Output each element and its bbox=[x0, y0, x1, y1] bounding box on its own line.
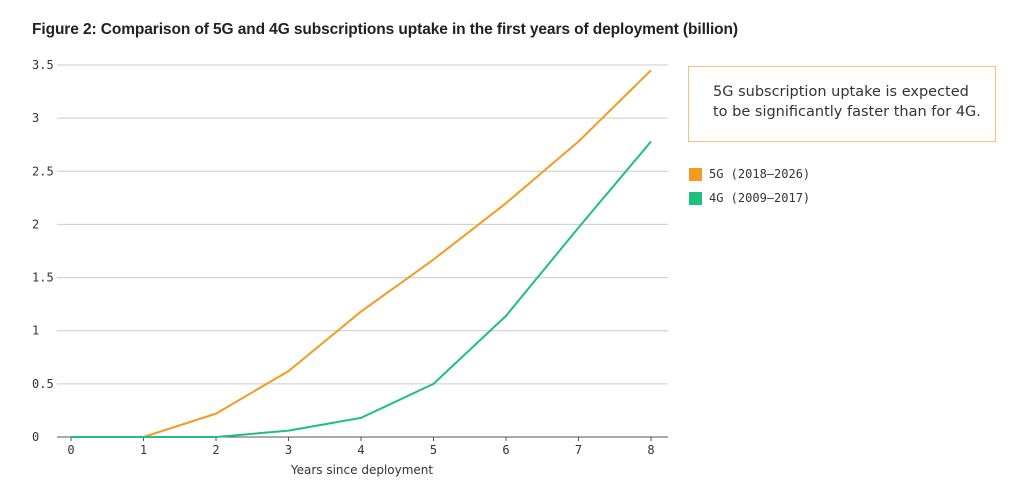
chart-title: Figure 2: Comparison of 5G and 4G subscr… bbox=[32, 21, 738, 38]
x-tick-label: 2 bbox=[212, 443, 219, 457]
y-tick-label: 1 bbox=[32, 324, 39, 338]
x-tick-label: 7 bbox=[575, 443, 582, 457]
legend-swatch-5g bbox=[689, 167, 702, 181]
x-tick-label: 3 bbox=[285, 443, 292, 457]
x-tick-labels: 0 1 2 3 4 5 6 7 8 bbox=[67, 437, 655, 457]
x-tick-label: 1 bbox=[140, 443, 147, 457]
callout-box: 5G subscription uptake is expected to be… bbox=[688, 66, 996, 142]
series-line-5g bbox=[71, 69, 652, 438]
y-tick-label: 2 bbox=[32, 217, 39, 231]
series-line-4g bbox=[71, 140, 652, 438]
x-tick-label: 4 bbox=[357, 443, 364, 457]
x-axis-label: Years since deployment bbox=[290, 463, 434, 477]
x-tick-label: 5 bbox=[430, 443, 437, 457]
x-tick-label: 6 bbox=[502, 443, 509, 457]
callout-line-2: to be significantly faster than for 4G. bbox=[713, 104, 981, 120]
x-tick-label: 0 bbox=[67, 443, 74, 457]
legend-label-4g: 4G (2009–2017) bbox=[709, 191, 811, 205]
x-tick-label: 8 bbox=[647, 443, 654, 457]
grid-lines bbox=[57, 64, 668, 385]
legend-item-5g: 5G (2018–2026) bbox=[689, 162, 810, 186]
y-tick-labels: 0 0.5 1 1.5 2 2.5 3 3.5 bbox=[32, 58, 54, 444]
y-tick-label: 3 bbox=[32, 111, 39, 125]
y-tick-label: 0 bbox=[32, 430, 39, 444]
y-tick-label: 0.5 bbox=[32, 377, 54, 391]
legend-item-4g: 4G (2009–2017) bbox=[689, 186, 810, 210]
legend-label-5g: 5G (2018–2026) bbox=[709, 167, 811, 181]
callout-line-1: 5G subscription uptake is expected bbox=[713, 84, 969, 100]
legend-swatch-4g bbox=[689, 191, 702, 205]
y-tick-label: 2.5 bbox=[32, 164, 54, 178]
y-tick-label: 3.5 bbox=[32, 58, 54, 72]
series-lines bbox=[71, 69, 652, 438]
legend: 5G (2018–2026) 4G (2009–2017) bbox=[689, 162, 810, 210]
y-tick-label: 1.5 bbox=[32, 271, 54, 285]
